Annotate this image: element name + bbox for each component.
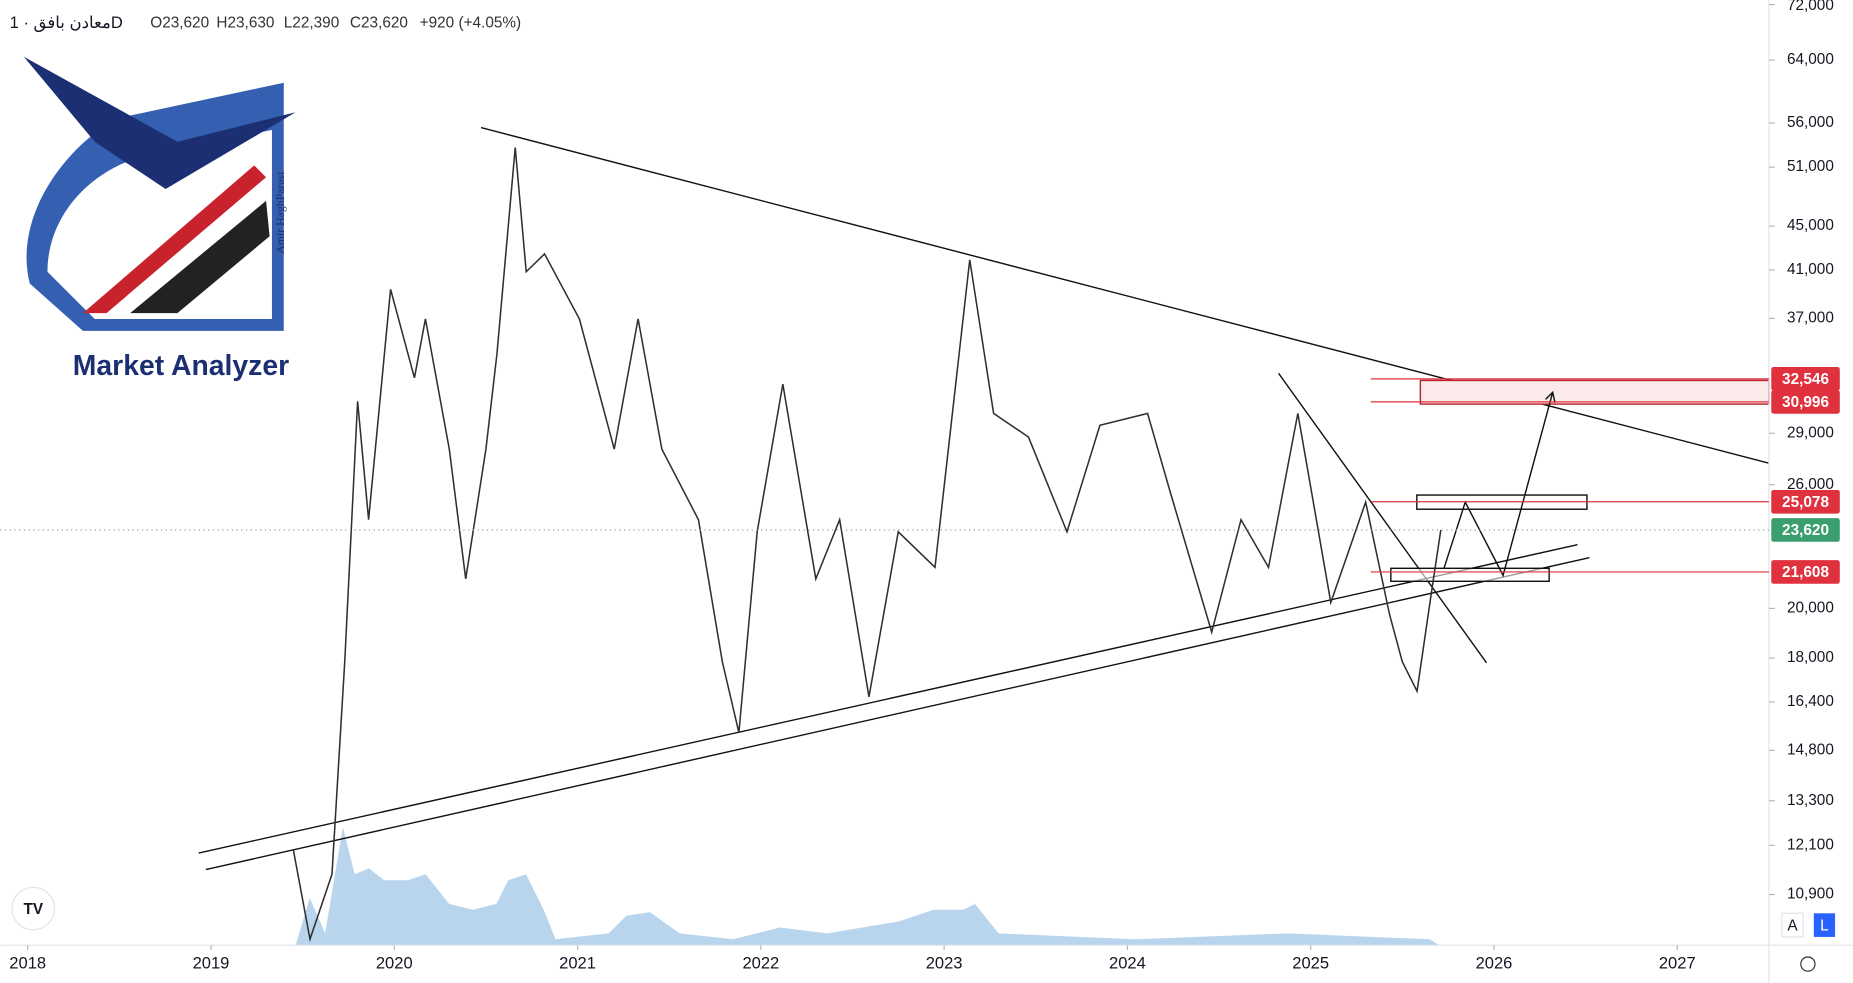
x-tick-label: 2021	[559, 953, 596, 972]
auto-button[interactable]	[1781, 912, 1804, 938]
level-badge	[1771, 489, 1840, 514]
level-label: 25,078	[1782, 494, 1829, 511]
y-tick-label: 18,000	[1787, 649, 1834, 666]
y-tick-label: 45,000	[1787, 217, 1834, 234]
x-tick-label: 2027	[1659, 953, 1696, 972]
tv-badge-mark: TV	[23, 901, 43, 918]
y-tick-label: 26,000	[1787, 476, 1834, 493]
volume-area	[295, 827, 1440, 946]
y-tick-label: 56,000	[1787, 114, 1834, 131]
logo-title: Market Analyzer	[73, 350, 289, 382]
y-tick-label: 13,300	[1787, 792, 1834, 809]
y-tick-label: 37,000	[1787, 309, 1834, 326]
ohlc-value: L22,390	[284, 15, 339, 32]
auto-label: A	[1787, 917, 1798, 934]
price-line	[292, 147, 1442, 943]
y-tick-label: 41,000	[1787, 261, 1834, 278]
tv-badge[interactable]	[11, 886, 56, 931]
x-tick-label: 2022	[742, 953, 779, 972]
logo-author: Amir HaghParast	[273, 171, 287, 254]
log-label: L	[1820, 917, 1829, 934]
x-tick-label: 2020	[376, 953, 413, 972]
y-tick-label: 72,000	[1787, 0, 1834, 14]
change-value: +920 (+4.05%)	[420, 15, 522, 32]
settings-icon[interactable]	[1800, 956, 1816, 972]
level-label: 32,546	[1782, 371, 1829, 388]
level-badge	[1771, 518, 1840, 542]
log-button[interactable]	[1813, 913, 1836, 937]
level-badge	[1771, 390, 1840, 414]
x-tick-label: 2019	[193, 953, 230, 972]
x-tick-label: 2018	[9, 953, 46, 972]
level-label: 30,996	[1782, 394, 1829, 411]
y-tick-label: 12,100	[1787, 836, 1834, 853]
y-tick-label: 29,000	[1787, 424, 1834, 441]
y-tick-label: 16,400	[1787, 693, 1834, 710]
x-tick-label: 2025	[1292, 953, 1329, 972]
ohlc-value: C23,620	[350, 15, 408, 32]
ohlc-value: H23,630	[216, 15, 274, 32]
x-tick-label: 2024	[1109, 953, 1146, 972]
y-tick-label: 64,000	[1787, 51, 1834, 68]
level-label: 23,620	[1782, 522, 1829, 539]
level-label: 21,608	[1782, 564, 1829, 581]
x-tick-label: 2023	[926, 953, 963, 972]
y-tick-label: 20,000	[1787, 599, 1834, 616]
y-tick-label: 14,800	[1787, 741, 1834, 758]
y-tick-label: 10,900	[1787, 886, 1834, 903]
level-badge	[1771, 367, 1840, 391]
ohlc-value: O23,620	[150, 15, 209, 32]
x-tick-label: 2026	[1476, 953, 1513, 972]
y-tick-label: 51,000	[1787, 158, 1834, 175]
level-badge	[1771, 560, 1840, 584]
symbol-title: معادن بافق · 1D	[10, 13, 123, 33]
logo: Market Analyzer Amir HaghParast	[23, 56, 296, 382]
